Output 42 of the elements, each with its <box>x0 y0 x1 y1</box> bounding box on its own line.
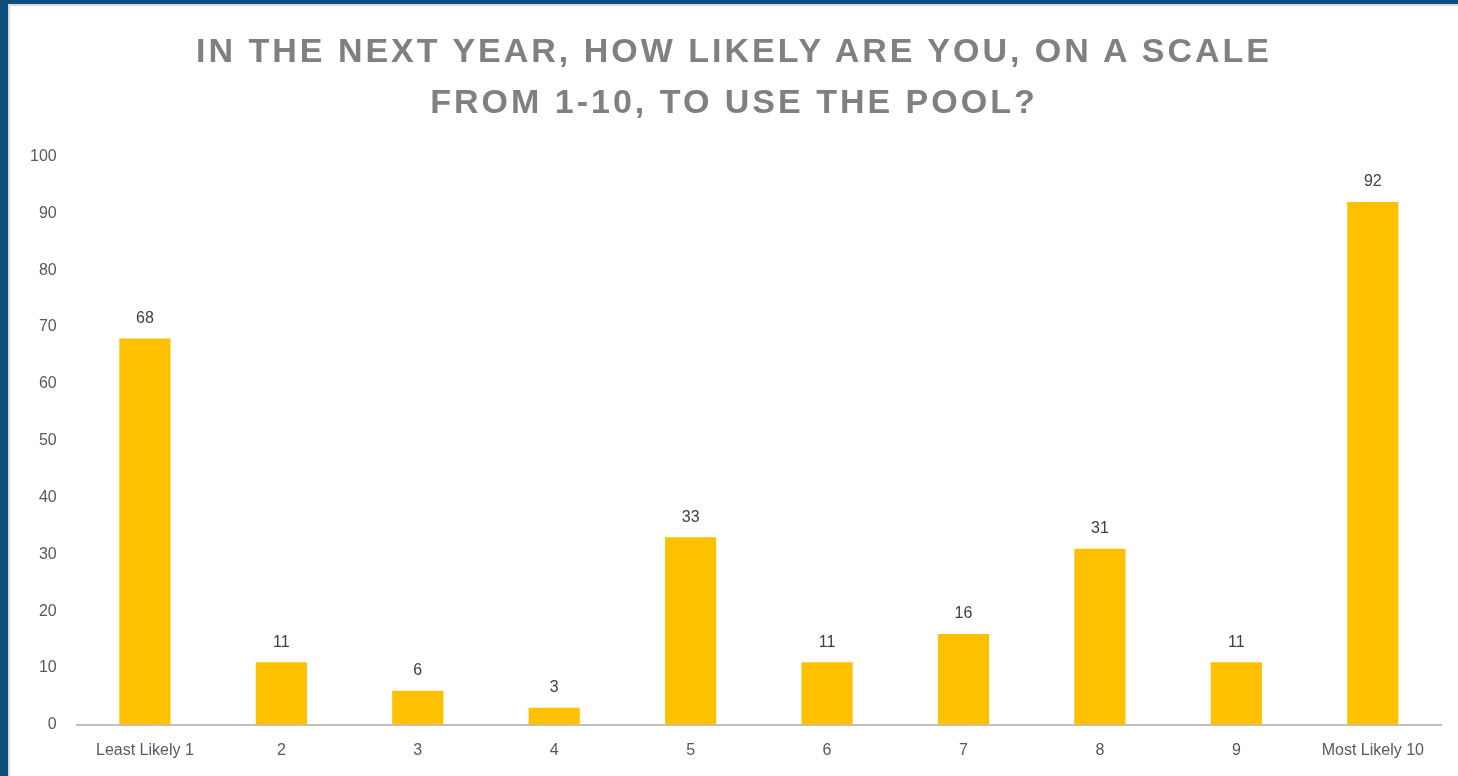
data-label: 68 <box>136 308 154 326</box>
y-tick-label: 60 <box>38 374 57 392</box>
y-tick-label: 0 <box>47 715 57 733</box>
x-tick-label: 6 <box>822 740 832 758</box>
data-label: 11 <box>273 632 290 650</box>
data-label: 31 <box>1091 519 1109 537</box>
bar <box>665 537 717 725</box>
y-tick-label: 10 <box>38 658 57 676</box>
bar <box>392 690 444 725</box>
data-label: 11 <box>818 632 836 650</box>
x-tick-label: 3 <box>413 740 423 758</box>
x-tick-label: 2 <box>276 740 286 758</box>
y-tick-label: 50 <box>38 431 57 449</box>
bar <box>255 662 307 725</box>
y-tick-label: 40 <box>38 487 57 505</box>
bar <box>1347 202 1399 725</box>
data-label: 16 <box>954 604 973 622</box>
data-label: 92 <box>1363 172 1382 190</box>
y-tick-label: 80 <box>38 260 57 278</box>
y-tick-label: 20 <box>38 601 57 619</box>
y-tick-label: 90 <box>38 203 57 221</box>
x-tick-label: 5 <box>686 740 696 758</box>
bar <box>528 707 580 725</box>
bar <box>119 338 171 725</box>
data-label: 33 <box>681 507 700 525</box>
bar <box>801 662 853 725</box>
y-tick-label: 70 <box>38 317 57 335</box>
y-tick-label: 100 <box>29 147 57 165</box>
x-tick-label: Most Likely 10 <box>1321 740 1425 758</box>
x-tick-label: 8 <box>1095 740 1105 758</box>
data-label: 11 <box>1228 632 1245 650</box>
data-label: 3 <box>549 678 559 696</box>
x-tick-label: 4 <box>549 740 559 758</box>
bar <box>937 633 990 725</box>
bar <box>1074 548 1126 725</box>
x-tick-label: 9 <box>1231 740 1241 758</box>
y-tick-label: 30 <box>38 544 57 562</box>
x-tick-label: 7 <box>959 740 969 758</box>
bar <box>1210 662 1262 725</box>
x-tick-label: Least Likely 1 <box>95 740 194 758</box>
data-label: 6 <box>413 661 423 679</box>
chart-title: IN THE NEXT YEAR, HOW LIKELY ARE YOU, ON A SCALE FROM 1-10, TO USE THE POOL? <box>195 30 1273 122</box>
